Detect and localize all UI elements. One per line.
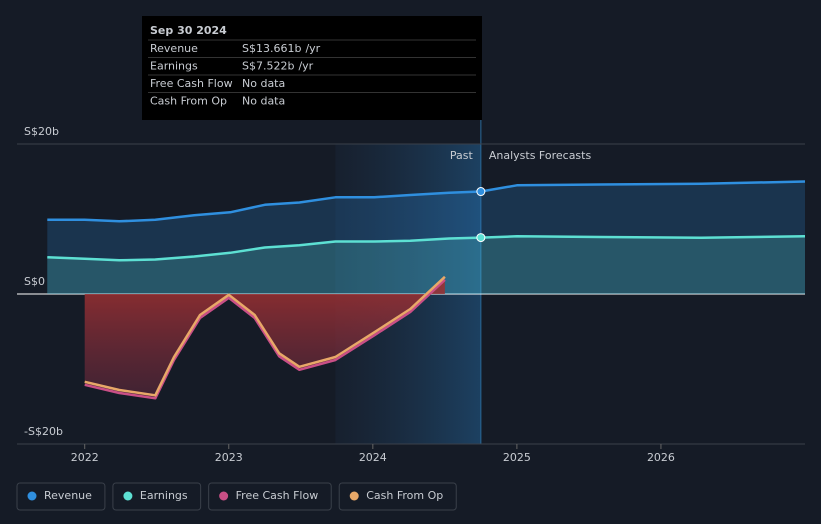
- x-tick-label: 2023: [215, 451, 243, 464]
- legend-label: Revenue: [44, 489, 92, 502]
- tooltip-value: S$7.522b: [242, 60, 294, 73]
- legend-box: [338, 482, 457, 511]
- tooltip-value: No data: [242, 95, 285, 108]
- legend-swatch: [349, 491, 359, 501]
- x-tick-label: 2022: [71, 451, 99, 464]
- series-line: [47, 180, 806, 223]
- tooltip-label: Cash From Op: [150, 95, 227, 108]
- legend-item[interactable]: Revenue: [16, 482, 106, 511]
- tooltip-label: Revenue: [150, 42, 198, 55]
- legend-box: [208, 482, 332, 511]
- y-tick-label: S$0: [24, 275, 45, 288]
- tooltip-label: Free Cash Flow: [150, 77, 233, 90]
- tooltip-box: [142, 16, 482, 120]
- legend-item[interactable]: Cash From Op: [338, 482, 457, 511]
- legend-item[interactable]: Earnings: [112, 482, 202, 511]
- forecast-label: Analysts Forecasts: [489, 149, 592, 162]
- legend-label: Cash From Op: [366, 489, 443, 502]
- legend-item[interactable]: Free Cash Flow: [208, 482, 332, 511]
- legend-label: Free Cash Flow: [236, 489, 319, 502]
- series-line: [47, 235, 806, 262]
- tooltip-title: Sep 30 2024: [150, 24, 227, 37]
- area: [47, 181, 806, 294]
- legend-swatch: [27, 491, 37, 501]
- legend-label: Earnings: [140, 489, 188, 502]
- tooltip: Sep 30 2024 Revenue S$13.661b/yr Earnings S$…: [142, 16, 482, 120]
- x-tick-label: 2025: [503, 451, 531, 464]
- tooltip-value: S$13.661b: [242, 42, 301, 55]
- legend-box: [16, 482, 106, 511]
- tooltip-value: No data: [242, 77, 285, 90]
- tooltip-unit: /yr: [298, 60, 313, 73]
- tooltip-unit: /yr: [305, 42, 320, 55]
- series-line: [84, 278, 446, 400]
- legend-swatch: [219, 491, 229, 501]
- legend-box: [112, 482, 202, 511]
- y-tick-label: -S$20b: [24, 425, 63, 438]
- hover-marker: [476, 233, 486, 243]
- area: [84, 279, 445, 399]
- y-tick-label: S$20b: [24, 125, 59, 138]
- area: [47, 236, 806, 294]
- x-tick-label: 2026: [647, 451, 675, 464]
- series-line: [84, 275, 446, 397]
- past-label: Past: [450, 149, 474, 162]
- hover-marker: [476, 187, 486, 197]
- legend-swatch: [123, 491, 133, 501]
- x-tick-label: 2024: [359, 451, 387, 464]
- tooltip-label: Earnings: [150, 60, 198, 73]
